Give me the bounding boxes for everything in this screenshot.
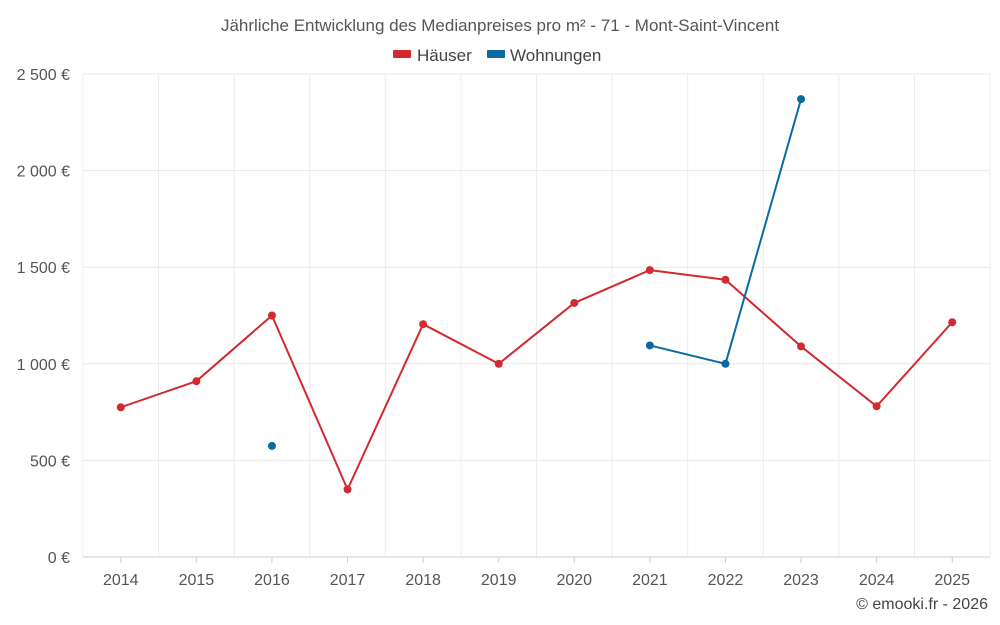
data-point[interactable]	[797, 342, 806, 351]
y-tick-label: 1 000 €	[17, 357, 70, 374]
data-point[interactable]	[419, 320, 428, 329]
legend-item-haeuser[interactable]: Häuser	[393, 46, 472, 65]
data-point[interactable]	[570, 298, 579, 307]
data-point[interactable]	[721, 275, 730, 284]
x-tick-label: 2017	[330, 572, 366, 589]
y-axis: 0 € 500 € 1 000 € 1 500 € 2 000 € 2 500 €	[17, 67, 70, 567]
y-tick-label: 500 €	[30, 453, 70, 470]
legend-label-haeuser: Häuser	[417, 46, 472, 65]
series-layer	[116, 95, 957, 494]
series-line	[649, 98, 803, 365]
grid	[82, 73, 991, 557]
x-tick-label: 2023	[783, 572, 819, 589]
data-point[interactable]	[343, 485, 352, 494]
y-tick-label: 0 €	[48, 550, 70, 567]
series-wohnungen	[267, 95, 806, 450]
x-tick-label: 2020	[556, 572, 592, 589]
data-point[interactable]	[494, 359, 503, 368]
x-tick-label: 2016	[254, 572, 290, 589]
credit-text: © emooki.fr - 2026	[856, 596, 988, 613]
data-point[interactable]	[267, 441, 276, 450]
series-haeuser	[116, 266, 957, 494]
x-tick-label: 2019	[481, 572, 517, 589]
y-tick-label: 2 000 €	[17, 164, 70, 181]
data-point[interactable]	[645, 341, 654, 350]
y-tick-label: 1 500 €	[17, 260, 70, 277]
data-point[interactable]	[267, 311, 276, 320]
data-point[interactable]	[872, 402, 881, 411]
x-tick-label: 2022	[708, 572, 744, 589]
data-point[interactable]	[797, 95, 806, 104]
chart-title: Jährliche Entwicklung des Medianpreises …	[221, 16, 779, 35]
x-tick-label: 2024	[859, 572, 895, 589]
x-tick-label: 2014	[103, 572, 139, 589]
series-line	[120, 269, 953, 491]
data-point[interactable]	[192, 377, 201, 386]
x-tick-label: 2015	[179, 572, 215, 589]
data-point[interactable]	[948, 318, 957, 327]
y-tick-label: 2 500 €	[17, 67, 70, 84]
x-tick-label: 2018	[405, 572, 441, 589]
legend-item-wohnungen[interactable]: Wohnungen	[487, 46, 601, 65]
data-point[interactable]	[721, 359, 730, 368]
data-point[interactable]	[645, 266, 654, 275]
legend-swatch-wohnungen	[487, 50, 505, 58]
x-tick-label: 2021	[632, 572, 668, 589]
x-tick-label: 2025	[934, 572, 970, 589]
legend-label-wohnungen: Wohnungen	[510, 46, 601, 65]
legend-swatch-haeuser	[393, 50, 411, 58]
x-axis: 2014 2015 2016 2017 2018 2019 2020 2021 2022 2023…	[83, 556, 990, 589]
data-point[interactable]	[116, 403, 125, 412]
legend: Häuser Wohnungen	[393, 46, 601, 65]
